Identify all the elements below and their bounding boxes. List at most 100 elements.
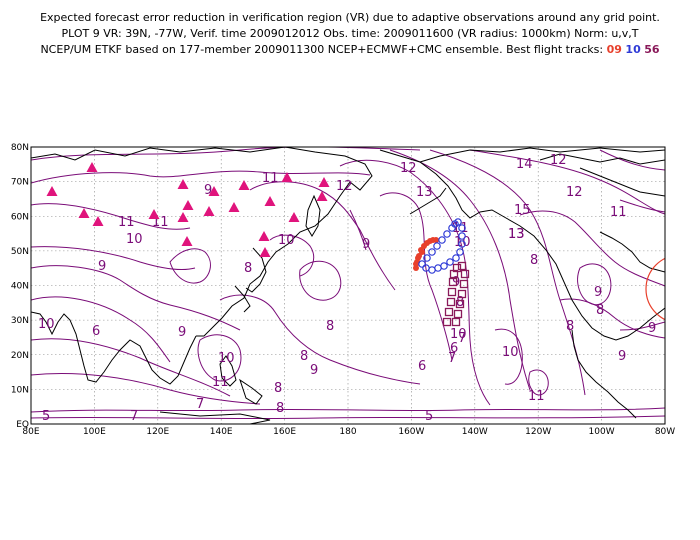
contour-label: 11	[610, 205, 627, 220]
contour-label: 9	[98, 259, 106, 274]
contour-label: 10	[38, 317, 55, 332]
latitude-label: 30N	[11, 316, 29, 326]
observation-triangle-marker	[177, 212, 189, 222]
observation-triangle-marker	[203, 206, 215, 216]
title-line-1: Expected forecast error reduction in ver…	[40, 11, 660, 24]
contour-label: 8	[244, 261, 252, 276]
observation-triangle-marker	[288, 212, 300, 222]
longitude-label: 120W	[525, 427, 551, 437]
track-56-point	[460, 269, 470, 279]
track-56-point	[457, 261, 467, 271]
track-09-point	[413, 261, 419, 267]
track-56-point	[457, 289, 467, 299]
contour-label: 7	[458, 331, 466, 346]
contour-label: 5	[425, 409, 433, 424]
contour-label: 13	[416, 185, 433, 200]
observation-triangle-marker	[148, 209, 160, 219]
contour-label: 6	[418, 359, 426, 374]
observation-triangles	[46, 162, 330, 257]
track-label-56: 56	[644, 43, 660, 56]
observation-triangle-marker	[78, 208, 90, 218]
latitude-label: 50N	[11, 247, 29, 257]
flight-track-10	[418, 218, 466, 274]
contour-label: 9	[648, 321, 656, 336]
contour-label: 10	[278, 233, 295, 248]
latitude-label: 80N	[11, 143, 29, 153]
contour-label: 8	[276, 401, 284, 416]
track-09-point	[433, 237, 439, 243]
observation-triangle-marker	[318, 177, 330, 187]
title-line-2: PLOT 9 VR: 39N, -77W, Verif. time 200901…	[61, 27, 639, 40]
observation-triangle-marker	[258, 231, 270, 241]
latitude-label: 10N	[11, 385, 29, 395]
longitude-label: 80W	[655, 427, 675, 437]
contour-label: 10	[126, 232, 143, 247]
track-56-point	[448, 277, 458, 287]
flight-track-09	[413, 237, 439, 271]
contour-label: 9	[362, 237, 370, 252]
contour-label: 11	[262, 171, 279, 186]
longitude-label: 140W	[462, 427, 488, 437]
track-10-point	[458, 232, 466, 240]
contour-label: 15	[514, 203, 531, 218]
track-10-point	[422, 264, 430, 272]
contour-label: 8	[300, 349, 308, 364]
contour-label: 8	[530, 253, 538, 268]
observation-triangle-marker	[316, 191, 328, 201]
contour-label: 6	[450, 341, 458, 356]
track-56-point	[455, 299, 465, 309]
observation-triangle-marker	[86, 162, 98, 172]
lat-lon-grid	[31, 147, 665, 424]
longitude-label: 180	[339, 427, 356, 437]
track-10-point	[454, 218, 462, 226]
longitude-label: 100W	[589, 427, 615, 437]
contour-label: 9	[204, 183, 212, 198]
contour-label: 5	[42, 409, 50, 424]
contour-label: 8	[274, 381, 282, 396]
contour-label: 6	[92, 324, 100, 339]
contour-label: 11	[118, 215, 135, 230]
longitude-label: 140E	[210, 427, 233, 437]
track-10-point	[456, 248, 464, 256]
track-56-point	[452, 263, 462, 273]
track-10-point	[458, 240, 466, 248]
plot-header: Expected forecast error reduction in ver…	[0, 10, 700, 58]
longitude-label: 160W	[398, 427, 424, 437]
observation-triangle-marker	[177, 179, 189, 189]
track-10-point	[438, 236, 446, 244]
longitude-label: 160E	[273, 427, 296, 437]
contour-label: 11	[528, 389, 545, 404]
track-10-point	[423, 254, 431, 262]
track-label-10: 10	[625, 43, 641, 56]
contour-label: 12	[400, 161, 417, 176]
latitude-labels: 80N 70N 60N 50N 40N 30N 20N 10N EQ	[11, 143, 29, 430]
observation-triangle-marker	[264, 196, 276, 206]
track-10-point	[433, 242, 441, 250]
latitude-label: 40N	[11, 282, 29, 292]
longitude-label: 120E	[146, 427, 169, 437]
latitude-label: 60N	[11, 212, 29, 222]
observation-triangle-marker	[181, 236, 193, 246]
contour-label: 11	[212, 375, 229, 390]
flight-track-56	[442, 261, 470, 327]
contour-label: 9	[178, 325, 186, 340]
track-09-point	[415, 255, 421, 261]
contour-label: 10	[218, 351, 235, 366]
track-label-09: 09	[606, 43, 622, 56]
track-56-point	[451, 317, 461, 327]
contour-label: 14	[516, 157, 533, 172]
latitude-label: 70N	[11, 178, 29, 188]
contour-label: 9	[618, 349, 626, 364]
contour-label: 9	[310, 363, 318, 378]
observation-triangle-marker	[92, 216, 104, 226]
contour-label: 13	[508, 227, 525, 242]
track-10-point	[428, 248, 436, 256]
title-line-3: NCEP/UM ETKF based on 177-member 2009011…	[0, 42, 700, 58]
contour-label: 8	[326, 319, 334, 334]
track-09-point	[419, 249, 425, 255]
contour-label: 10	[454, 235, 471, 250]
longitude-label: 100E	[83, 427, 106, 437]
longitude-label: 80E	[22, 427, 39, 437]
observation-triangle-marker	[182, 200, 194, 210]
